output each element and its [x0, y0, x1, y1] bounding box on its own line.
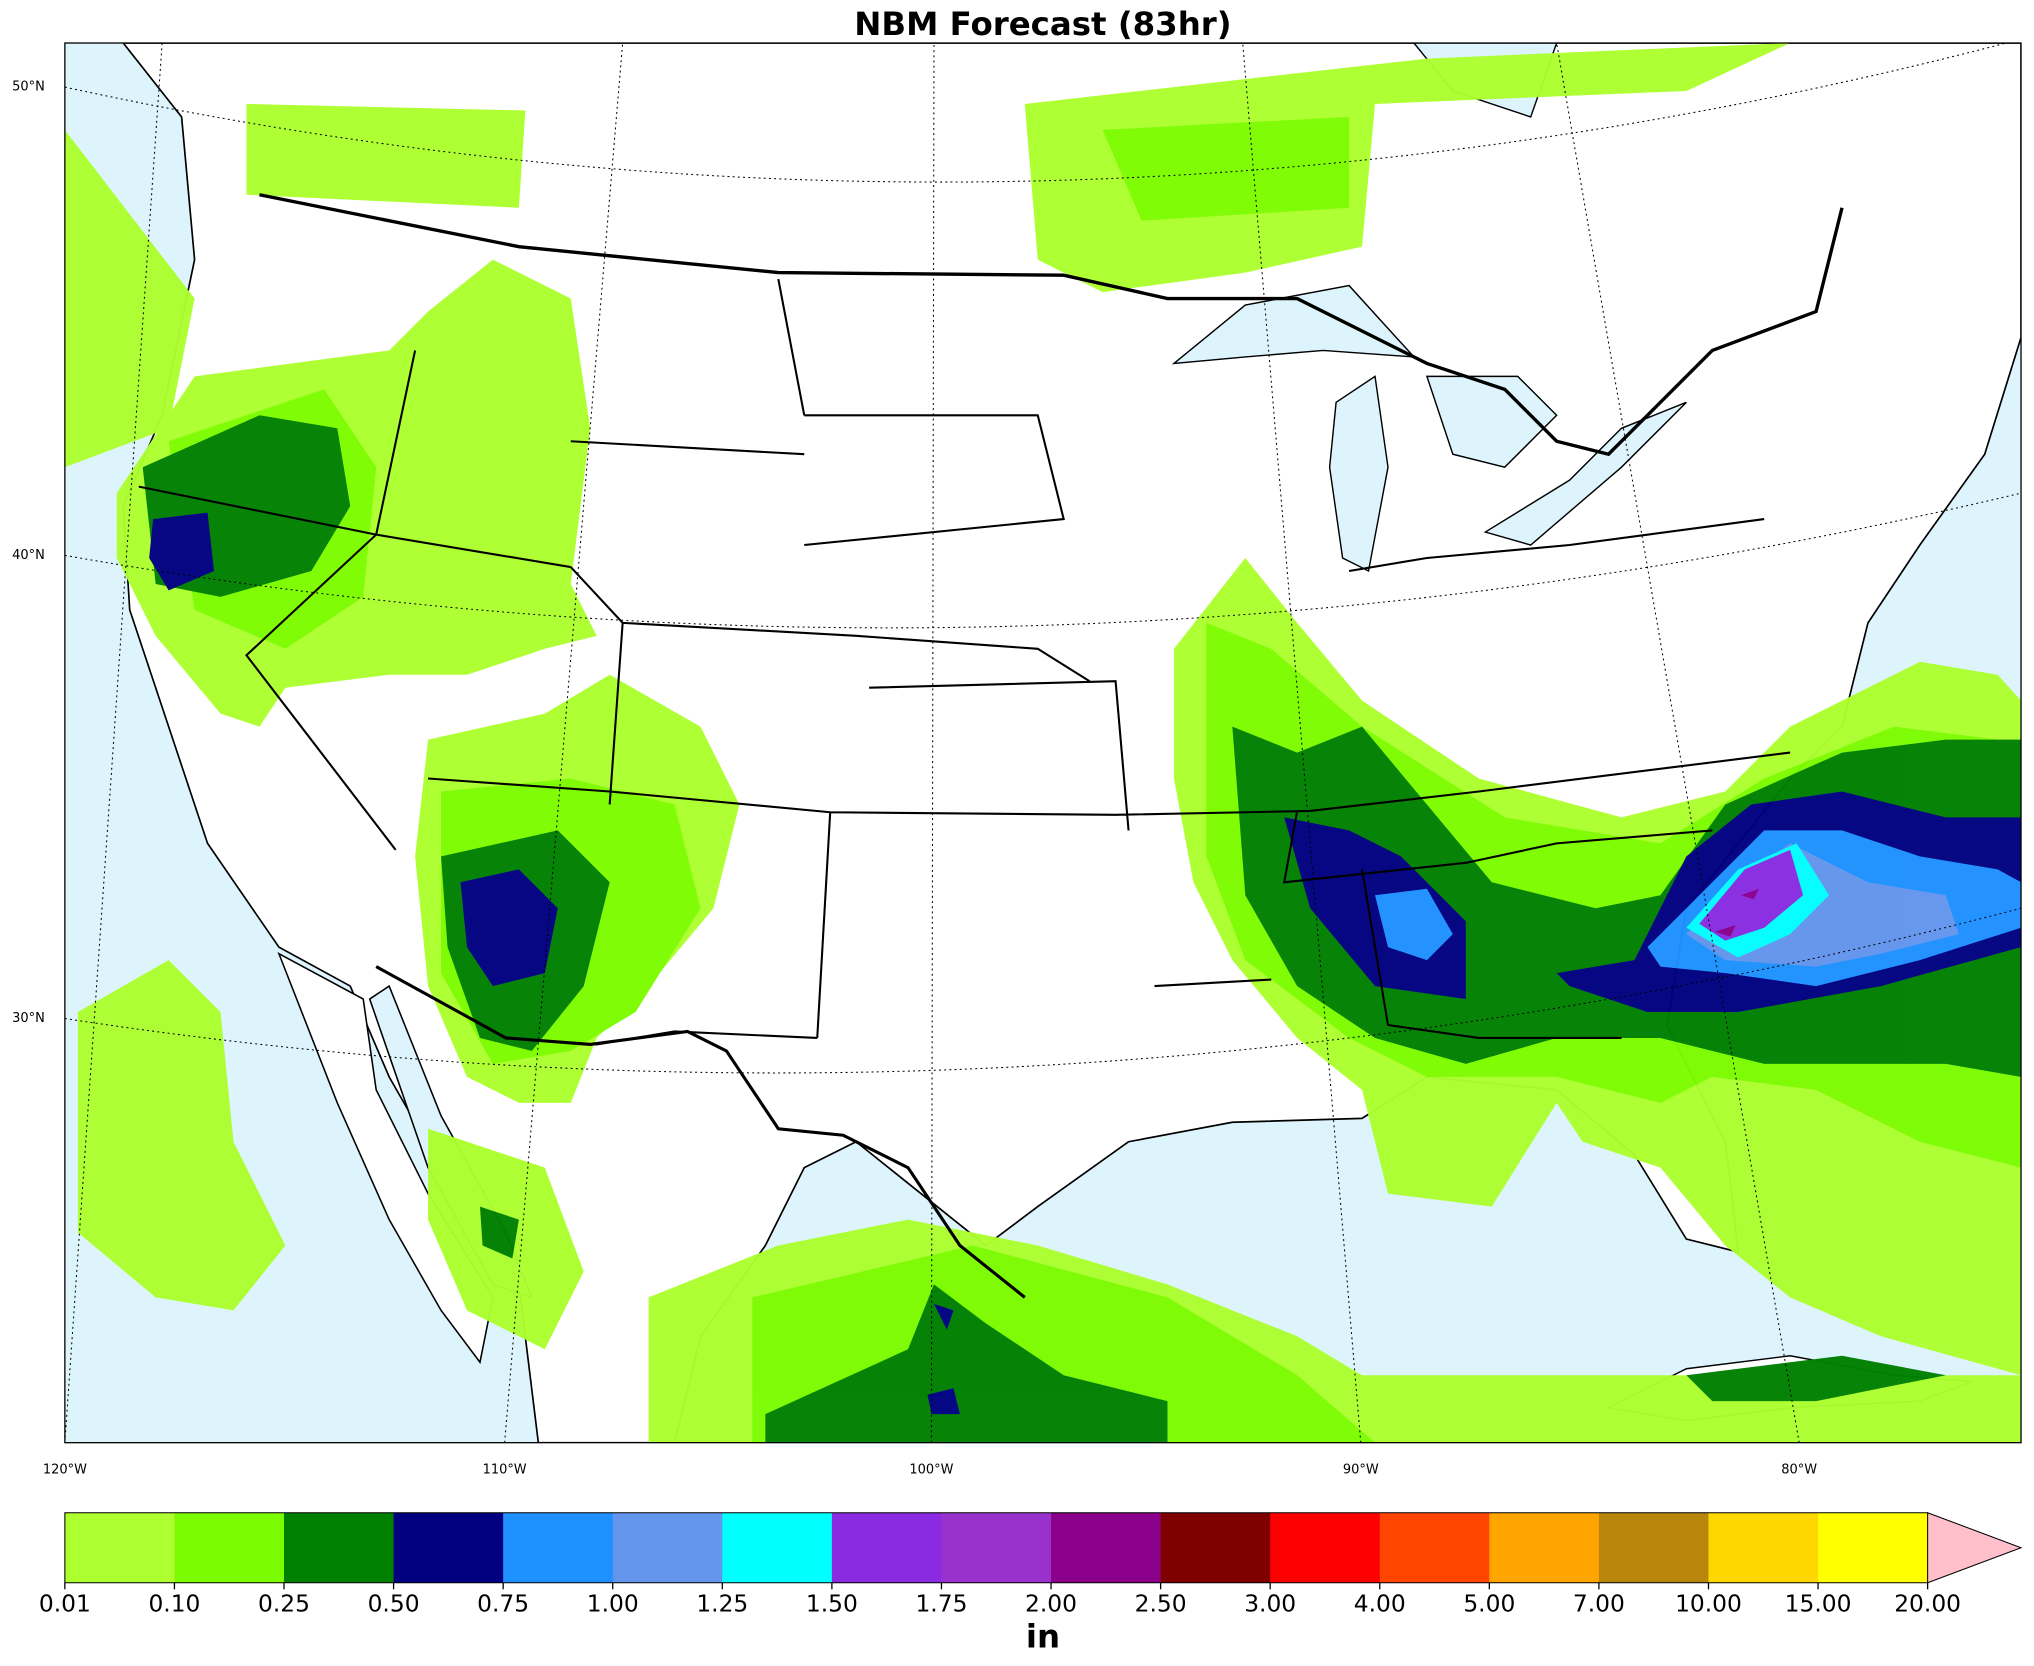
colorbar-tick-label: 3.00 — [1244, 1589, 1296, 1617]
colorbar-segment — [831, 1512, 943, 1583]
borders — [138, 193, 1844, 1299]
lon-label: 90°W — [1343, 1462, 1379, 1477]
colorbar-segment — [503, 1512, 614, 1583]
colorbar-segment — [393, 1512, 504, 1583]
colorbar-tick-label: 1.75 — [915, 1589, 967, 1617]
colorbar-segment — [612, 1512, 723, 1583]
colorbar-tick-label: 0.50 — [368, 1589, 420, 1617]
map-labels: 50°N 40°N 30°N 120°W 110°W 100°W 90°W 80°W — [12, 80, 1817, 1478]
colorbar: 0.01 0.10 0.25 0.50 0.75 1.00 1.25 1.50 1.75 2.00… — [39, 1511, 2023, 1656]
colorbar-tick-label: 4.00 — [1354, 1589, 1406, 1617]
colorbar-tick-label: 0.10 — [148, 1589, 200, 1617]
colorbar-segment — [1160, 1512, 1271, 1583]
title: NBM Forecast (83hr) — [854, 5, 1231, 43]
colorbar-segment — [1818, 1512, 1929, 1583]
colorbar-tick-label: 5.00 — [1463, 1589, 1515, 1617]
lat-label: 40°N — [12, 548, 45, 563]
colorbar-segment — [1051, 1512, 1162, 1583]
colorbar-tick-label: 15.00 — [1785, 1589, 1852, 1617]
colorbar-tick-label: 10.00 — [1675, 1589, 1742, 1617]
colorbar-tick-label: 0.25 — [258, 1589, 310, 1617]
lon-label: 110°W — [483, 1462, 527, 1477]
baja — [277, 951, 494, 1365]
colorbar-tick-label: 7.00 — [1573, 1589, 1625, 1617]
colorbar-tick-label: 2.00 — [1025, 1589, 1077, 1617]
map-frame — [64, 42, 2022, 1444]
colorbar-segment — [722, 1512, 833, 1583]
colorbar-segment — [174, 1512, 285, 1583]
lat-label: 50°N — [12, 80, 45, 95]
lon-label: 100°W — [909, 1462, 953, 1477]
lon-label: 120°W — [43, 1462, 87, 1477]
graticule — [64, 43, 2022, 1443]
colorbar-tick-label: 1.25 — [696, 1589, 748, 1617]
colorbar-unit: in — [1026, 1618, 1060, 1656]
colorbar-tick-label: 2.50 — [1135, 1589, 1187, 1617]
colorbar-tick-label: 0.75 — [477, 1589, 529, 1617]
colorbar-segment — [1270, 1512, 1381, 1583]
colorbar-segment — [284, 1512, 395, 1583]
colorbar-segment — [1379, 1512, 1490, 1583]
colorbar-frame — [64, 1512, 1928, 1584]
colorbar-tick-label: 1.00 — [587, 1589, 639, 1617]
colorbar-tick-label: 0.01 — [39, 1589, 91, 1617]
lon-label: 80°W — [1781, 1462, 1817, 1477]
colorbar-segment — [941, 1512, 1052, 1583]
lat-label: 30°N — [12, 1011, 45, 1026]
map — [64, 43, 2022, 1443]
colorbar-segment — [64, 1512, 176, 1583]
colorbar-tick-label: 20.00 — [1894, 1589, 1961, 1617]
colorbar-segment — [1489, 1512, 1600, 1583]
colorbar-segment — [1708, 1512, 1819, 1583]
colorbar-segment — [1598, 1512, 1710, 1583]
precipitation — [64, 43, 2022, 1443]
colorbar-tick-label: 1.50 — [806, 1589, 858, 1617]
colorbar-extend — [1927, 1511, 2023, 1584]
